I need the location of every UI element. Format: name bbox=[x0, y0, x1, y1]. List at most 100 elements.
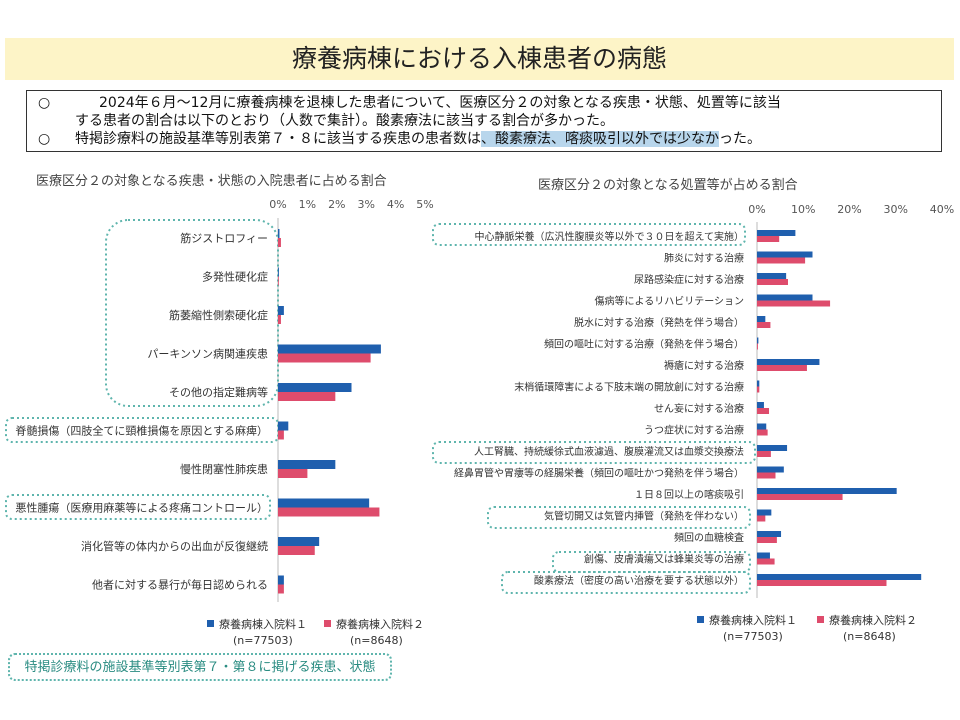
legend-n-series2: (n=8648) bbox=[350, 634, 403, 647]
legend-swatch-series1 bbox=[697, 616, 704, 623]
bar-series1 bbox=[757, 466, 784, 473]
category-label: 頻回の血糖検査 bbox=[674, 531, 744, 544]
highlight-box bbox=[432, 441, 756, 464]
bar-series2 bbox=[757, 236, 780, 242]
category-label: 人工腎臓、持続緩徐式血液濾過、腹膜灌流又は血漿交換療法 bbox=[474, 445, 744, 458]
bar-series2 bbox=[278, 315, 281, 324]
bar-series1 bbox=[278, 498, 370, 508]
legend-swatch-series2 bbox=[817, 616, 824, 623]
bar-series1 bbox=[757, 273, 787, 279]
summary-bullet-1: ○ bbox=[38, 95, 51, 111]
category-label: 多発性硬化症 bbox=[202, 270, 268, 284]
category-label: せん妄に対する治療 bbox=[654, 402, 744, 415]
bar-series2 bbox=[757, 451, 771, 457]
summary-box: ○ 2024年６月～12月に療養病棟を退棟した患者について、医療区分２の対象とな… bbox=[26, 90, 942, 152]
legend-n-series1: (n=77503) bbox=[233, 634, 293, 647]
category-label: 他者に対する暴行が毎日認められる bbox=[92, 578, 268, 592]
bar-series1 bbox=[757, 402, 764, 408]
category-label: 筋萎縮性側索硬化症 bbox=[169, 308, 268, 322]
bar-series2 bbox=[278, 430, 284, 440]
bar-series1 bbox=[278, 229, 280, 238]
bar-series2 bbox=[278, 276, 279, 286]
category-label: 傷病等によるリハビリテーション bbox=[595, 295, 745, 308]
bar-series2 bbox=[757, 300, 831, 307]
bar-series2 bbox=[278, 584, 284, 594]
category-label: 経鼻胃管や胃瘻等の経腸栄養（頻回の嘔吐かつ発熱を伴う場合） bbox=[454, 467, 744, 480]
bar-series2 bbox=[278, 353, 371, 363]
category-label: その他の指定難病等 bbox=[169, 385, 268, 399]
bar-series2 bbox=[757, 494, 843, 500]
summary-line-1: 2024年６月～12月に療養病棟を退棟した患者について、医療区分２の対象となる疾… bbox=[99, 95, 781, 111]
bar-series1 bbox=[757, 552, 770, 559]
category-label: 脱水に対する治療（発熱を伴う場合） bbox=[574, 316, 744, 329]
category-label: うつ症状に対する治療 bbox=[644, 424, 744, 437]
bar-series2 bbox=[278, 546, 315, 555]
bar-series1 bbox=[757, 337, 759, 344]
category-label: 慢性閉塞性肺疾患 bbox=[180, 462, 268, 476]
bar-series2 bbox=[278, 469, 308, 478]
category-label: 脊髄損傷（四肢全てに頸椎損傷を原因とする麻痺） bbox=[15, 424, 268, 438]
bar-series1 bbox=[278, 306, 284, 315]
bar-series1 bbox=[278, 267, 279, 277]
bar-series2 bbox=[757, 365, 807, 371]
summary-bullet-2: ○ bbox=[38, 131, 51, 147]
legend-label-series2: 療養病棟入院料２ bbox=[829, 613, 917, 627]
legend-label-series1: 療養病棟入院料１ bbox=[709, 613, 797, 627]
category-label: 筋ジストロフィー bbox=[180, 231, 268, 245]
legend-swatch-series1 bbox=[207, 620, 214, 627]
highlight-box bbox=[5, 494, 271, 520]
x-tick-label: 4% bbox=[387, 198, 404, 211]
summary-highlight: 、酸素療法、喀痰吸引以外では少なか bbox=[481, 131, 719, 147]
title-bar: 療養病棟における入棟患者の病態 bbox=[5, 38, 954, 80]
bar-series2 bbox=[278, 238, 281, 247]
bar-series1 bbox=[757, 445, 788, 451]
x-tick-label: 1% bbox=[299, 198, 316, 211]
highlight-box bbox=[501, 571, 751, 594]
legend-n-series2: (n=8648) bbox=[843, 630, 896, 643]
summary-line-3: 特掲診療料の施設基準等別表第７・８に該当する疾患の患者数は、酸素療法、喀痰吸引以… bbox=[75, 131, 761, 148]
legend-swatch-series2 bbox=[324, 620, 331, 627]
x-tick-label: 0% bbox=[269, 198, 286, 211]
page-title: 療養病棟における入棟患者の病態 bbox=[291, 44, 667, 73]
right-chart-title: 医療区分２の対象となる処置等が占める割合 bbox=[538, 178, 798, 193]
x-tick-label: 5% bbox=[416, 198, 433, 211]
category-label: １日８回以上の喀痰吸引 bbox=[634, 488, 744, 501]
bar-series1 bbox=[278, 383, 352, 392]
bar-series1 bbox=[757, 531, 782, 537]
bar-series1 bbox=[757, 509, 772, 516]
category-label: 尿路感染症に対する治療 bbox=[634, 273, 744, 286]
bar-series2 bbox=[757, 537, 777, 543]
category-label: 悪性腫瘍（医療用麻薬等による疼痛コントロール） bbox=[15, 501, 268, 515]
x-tick-label: 3% bbox=[357, 198, 374, 211]
bar-series2 bbox=[757, 386, 760, 393]
x-tick-label: 2% bbox=[328, 198, 345, 211]
highlight-box bbox=[432, 223, 746, 246]
bar-series2 bbox=[757, 257, 806, 264]
bar-series1 bbox=[278, 537, 320, 546]
category-label: パーキンソン病関連疾患 bbox=[147, 347, 268, 361]
bar-series2 bbox=[757, 429, 768, 436]
bar-series1 bbox=[278, 344, 381, 354]
bar-series2 bbox=[757, 343, 758, 350]
x-tick-label: 20% bbox=[837, 203, 861, 216]
bar-series1 bbox=[757, 251, 813, 258]
bar-series2 bbox=[757, 472, 776, 479]
category-label: 酸素療法（密度の高い治療を要する状態以外） bbox=[534, 574, 744, 587]
x-tick-label: 0% bbox=[748, 203, 765, 216]
category-label: 肺炎に対する治療 bbox=[664, 252, 744, 265]
category-label: 褥瘡に対する治療 bbox=[664, 359, 744, 372]
category-label: 末梢循環障害による下肢末端の開放創に対する治療 bbox=[514, 381, 744, 394]
bar-series2 bbox=[757, 515, 766, 522]
legend-n-series1: (n=77503) bbox=[723, 630, 783, 643]
bar-series2 bbox=[757, 558, 775, 565]
bar-series1 bbox=[757, 380, 760, 387]
bar-series1 bbox=[757, 294, 813, 301]
bar-series2 bbox=[757, 322, 771, 328]
summary-line-2: する患者の割合は以下のとおり（人数で集計）。酸素療法に該当する割合が多かった。 bbox=[75, 113, 614, 129]
category-label: 中心静脈栄養（広汎性腹膜炎等以外で３０日を超えて実施） bbox=[475, 230, 745, 243]
category-label: 頻回の嘔吐に対する治療（発熱を伴う場合） bbox=[544, 338, 744, 351]
footnote-box: 特掲診療料の施設基準等別表第７・第８に掲げる疾患、状態 bbox=[8, 653, 392, 681]
bar-series1 bbox=[757, 488, 897, 494]
bar-series2 bbox=[757, 580, 887, 586]
